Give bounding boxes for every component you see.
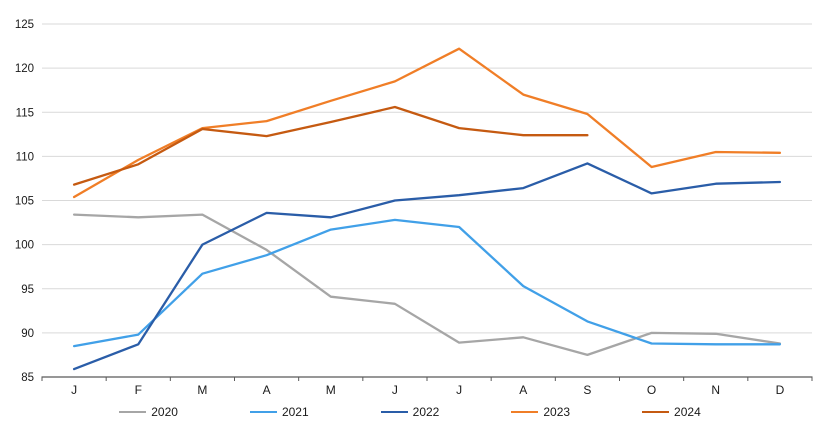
legend-item-2022: 2022 (380, 405, 440, 419)
x-axis-month-label: D (776, 383, 785, 397)
line-chart-plot-area: 85 90 95 100 105 110 115 120 125 J F M A M J J A S O N D (15, 19, 813, 397)
legend-label-2023: 2023 (543, 405, 571, 419)
y-axis-tick-label: 100 (15, 240, 34, 252)
y-axis-tick-label: 90 (21, 328, 34, 340)
legend-label-2020: 2020 (151, 405, 178, 419)
x-axis-month-label: M (326, 383, 336, 397)
x-axis-month-label: A (263, 383, 271, 397)
y-axis-tick-label: 95 (21, 284, 34, 296)
chart-legend: 2020 2021 2022 2023 2024 (0, 399, 820, 425)
y-axis-tick-label: 110 (16, 151, 34, 163)
legend-label-2021: 2021 (281, 405, 309, 419)
legend-item-2021: 2021 (249, 405, 309, 419)
legend-item-2024: 2024 (642, 406, 701, 418)
x-axis-month-label: F (135, 383, 142, 397)
legend-line-swatch-2021 (249, 411, 277, 413)
y-axis-tick-label: 105 (15, 196, 34, 208)
legend-line-swatch-2022 (380, 411, 408, 413)
x-axis-month-label: M (197, 383, 207, 397)
y-axis-tick-label: 125 (15, 19, 34, 31)
x-axis-month-label: N (711, 383, 720, 397)
series-line-2023 (72, 47, 782, 199)
x-axis-month-label: J (71, 383, 77, 397)
legend-item-2023: 2023 (511, 406, 570, 418)
series-line-2024 (72, 105, 589, 186)
series-line-2021 (72, 218, 782, 348)
legend-line-swatch-2024 (642, 411, 670, 413)
legend-label-2024: 2024 (674, 405, 701, 419)
x-axis-month-label: J (456, 383, 462, 397)
x-axis-month-label: A (519, 383, 527, 397)
series-line-2022 (72, 162, 782, 371)
legend-label-2022: 2022 (412, 405, 440, 419)
series-line-2020 (72, 213, 782, 357)
x-axis-month-label: S (583, 383, 591, 397)
legend-line-swatch-2023 (511, 411, 539, 413)
legend-line-swatch-2020 (119, 411, 147, 413)
y-axis-tick-label: 115 (16, 107, 34, 119)
y-axis-tick-label: 85 (21, 372, 34, 384)
x-axis-month-label: O (647, 383, 656, 397)
legend-item-2020: 2020 (119, 406, 178, 418)
y-axis-tick-label: 120 (15, 63, 34, 75)
x-axis-month-label: J (392, 383, 398, 397)
